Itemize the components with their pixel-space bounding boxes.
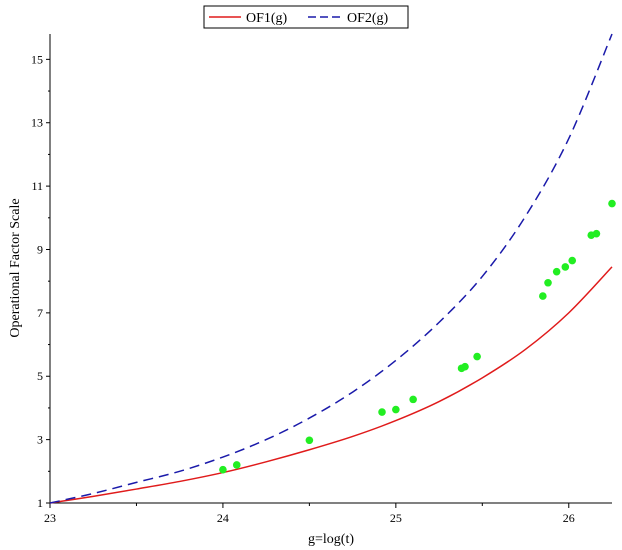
x-tick-label: 26 xyxy=(563,511,575,525)
scatter-point xyxy=(568,256,577,265)
scatter-point xyxy=(232,461,241,469)
scatter-point xyxy=(592,229,601,238)
scatter-point xyxy=(392,405,400,414)
scatter-point xyxy=(305,436,314,445)
scatter-point xyxy=(539,292,547,300)
points-layer xyxy=(219,199,616,474)
x-tick-label: 23 xyxy=(44,511,56,525)
y-tick-label: 1 xyxy=(37,496,43,510)
y-tick-label: 9 xyxy=(37,242,43,256)
legend-box xyxy=(203,5,409,29)
y-tick-label: 15 xyxy=(31,52,43,66)
y-axis-title: Operational Factor Scale xyxy=(8,198,23,337)
scatter-point xyxy=(219,465,227,474)
axes xyxy=(49,34,612,504)
scatter-point xyxy=(544,278,552,287)
scatter-point xyxy=(561,263,570,271)
scatter-point xyxy=(552,267,561,276)
x-tick-label: 25 xyxy=(390,511,402,525)
scatter-point xyxy=(461,362,469,371)
scatter-point xyxy=(608,199,616,208)
x-axis-title: g=log(t) xyxy=(308,532,354,547)
scatter-point xyxy=(473,352,481,361)
legend-label-of1: OF1(g) xyxy=(246,11,288,26)
y-tick-label: 11 xyxy=(31,179,43,193)
y-tick-label: 3 xyxy=(37,433,43,447)
x-tick-label: 24 xyxy=(217,511,229,525)
y-tick-label: 13 xyxy=(31,116,43,130)
scatter-point xyxy=(378,408,386,416)
legend-label-of2: OF2(g) xyxy=(347,11,389,26)
scatter-point xyxy=(409,395,417,404)
y-tick-label: 7 xyxy=(37,306,43,320)
series-line-of1 xyxy=(49,266,613,504)
y-tick-label: 5 xyxy=(37,369,43,383)
legend: OF1(g) OF2(g) xyxy=(203,5,409,29)
series-layer xyxy=(49,33,613,504)
series-line-of2 xyxy=(49,33,613,504)
